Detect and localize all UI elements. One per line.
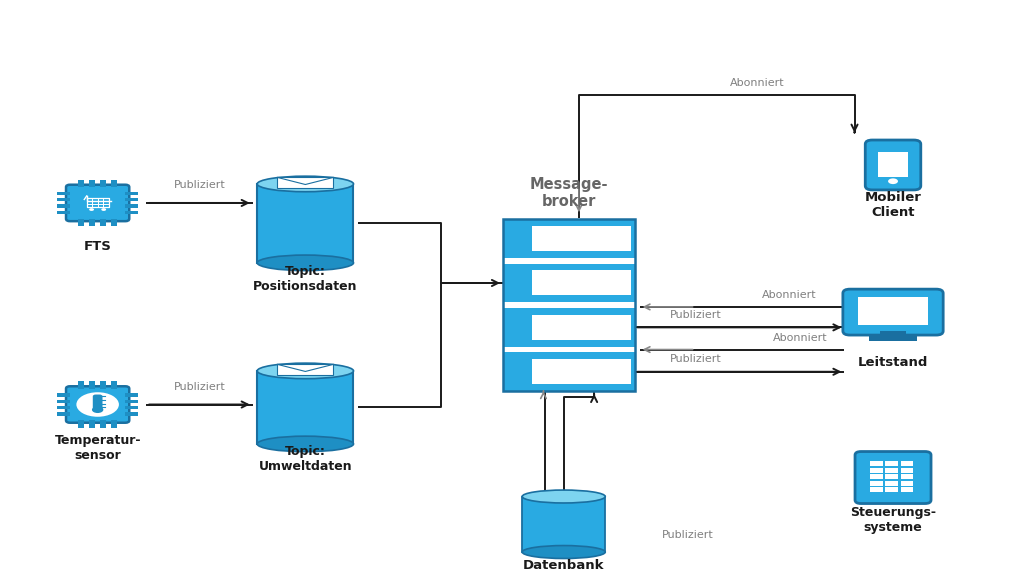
- Bar: [101, 381, 106, 389]
- Bar: [901, 474, 913, 480]
- Text: Temperatur-
sensor: Temperatur- sensor: [55, 434, 141, 463]
- Bar: [870, 481, 883, 486]
- Bar: [78, 219, 84, 227]
- Bar: [532, 226, 631, 251]
- Bar: [89, 219, 94, 227]
- Text: Publiziert: Publiziert: [670, 309, 721, 319]
- Bar: [880, 331, 906, 336]
- Bar: [532, 359, 631, 384]
- Bar: [277, 365, 333, 375]
- Bar: [89, 381, 94, 389]
- Text: Publiziert: Publiziert: [174, 180, 226, 190]
- Bar: [901, 481, 913, 486]
- Text: Abonniert: Abonniert: [762, 290, 817, 300]
- Bar: [885, 461, 898, 467]
- Bar: [57, 393, 70, 397]
- Text: Abonniert: Abonniert: [773, 333, 828, 343]
- Bar: [112, 219, 117, 227]
- Bar: [112, 381, 117, 389]
- Bar: [89, 180, 94, 187]
- Bar: [125, 393, 138, 397]
- Ellipse shape: [257, 363, 354, 379]
- Bar: [257, 371, 354, 444]
- Bar: [57, 211, 70, 214]
- Ellipse shape: [257, 255, 354, 271]
- Bar: [125, 211, 138, 214]
- Ellipse shape: [522, 490, 606, 503]
- Bar: [57, 198, 70, 201]
- Bar: [503, 220, 635, 391]
- Ellipse shape: [522, 545, 606, 558]
- FancyBboxPatch shape: [92, 394, 103, 411]
- Text: Message-
broker: Message- broker: [529, 177, 608, 209]
- Bar: [57, 204, 70, 208]
- Bar: [112, 180, 117, 187]
- Bar: [885, 481, 898, 486]
- Bar: [112, 420, 117, 428]
- Bar: [901, 468, 913, 473]
- Bar: [885, 487, 898, 492]
- Ellipse shape: [257, 436, 354, 452]
- Bar: [870, 468, 883, 473]
- Bar: [125, 406, 138, 409]
- Bar: [277, 177, 333, 188]
- Text: Abonniert: Abonniert: [729, 78, 784, 88]
- Bar: [522, 497, 606, 552]
- Bar: [532, 315, 631, 340]
- Ellipse shape: [257, 176, 354, 192]
- Bar: [57, 413, 70, 416]
- Circle shape: [76, 392, 119, 417]
- Bar: [57, 406, 70, 409]
- Bar: [101, 219, 106, 227]
- Bar: [78, 180, 84, 187]
- Bar: [503, 264, 635, 302]
- Text: Topic:
Umweltdaten: Topic: Umweltdaten: [258, 445, 353, 473]
- Circle shape: [102, 208, 106, 211]
- Bar: [125, 204, 138, 208]
- Bar: [257, 184, 354, 263]
- Bar: [57, 400, 70, 403]
- FancyBboxPatch shape: [843, 289, 943, 335]
- Bar: [885, 468, 898, 473]
- FancyBboxPatch shape: [855, 451, 931, 504]
- Bar: [858, 298, 929, 325]
- Text: Steuerungs-
systeme: Steuerungs- systeme: [850, 505, 936, 534]
- Bar: [125, 192, 138, 195]
- Bar: [125, 400, 138, 403]
- Text: Leitstand: Leitstand: [858, 356, 929, 369]
- Text: Datenbank: Datenbank: [523, 559, 605, 572]
- Circle shape: [89, 208, 94, 211]
- Bar: [101, 420, 106, 428]
- Bar: [869, 335, 917, 341]
- Bar: [503, 220, 635, 258]
- Bar: [870, 474, 883, 480]
- FancyBboxPatch shape: [66, 386, 129, 423]
- Bar: [503, 308, 635, 347]
- Bar: [125, 413, 138, 416]
- Bar: [870, 461, 883, 467]
- Bar: [125, 198, 138, 201]
- Bar: [885, 474, 898, 480]
- Bar: [901, 487, 913, 492]
- FancyBboxPatch shape: [66, 185, 129, 221]
- Circle shape: [888, 178, 898, 184]
- Text: FTS: FTS: [83, 240, 112, 253]
- Bar: [101, 180, 106, 187]
- Bar: [503, 352, 635, 391]
- Bar: [532, 270, 631, 295]
- Bar: [57, 192, 70, 195]
- Text: Mobiler
Client: Mobiler Client: [865, 191, 922, 219]
- Text: Publiziert: Publiziert: [174, 382, 226, 392]
- Text: Publiziert: Publiziert: [670, 354, 721, 364]
- Text: Publiziert: Publiziert: [662, 530, 713, 540]
- Bar: [901, 461, 913, 467]
- Text: Topic:
Positionsdaten: Topic: Positionsdaten: [253, 265, 358, 293]
- Bar: [870, 487, 883, 492]
- Bar: [78, 381, 84, 389]
- Bar: [878, 151, 908, 177]
- Circle shape: [91, 406, 104, 413]
- Bar: [89, 420, 94, 428]
- FancyBboxPatch shape: [866, 140, 920, 190]
- Bar: [78, 420, 84, 428]
